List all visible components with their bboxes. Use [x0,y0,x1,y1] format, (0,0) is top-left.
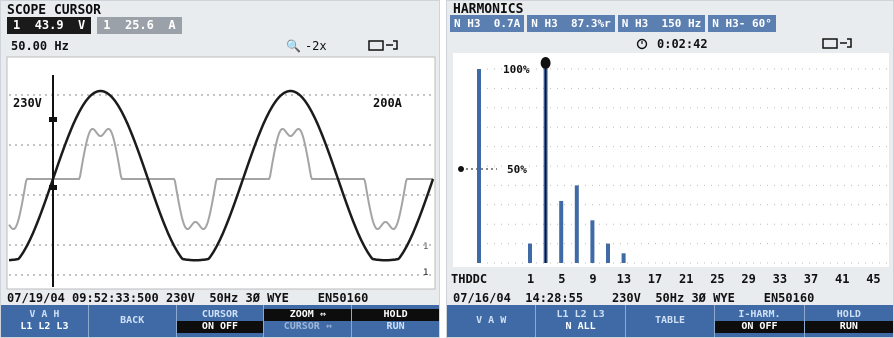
softkey-phase-select[interactable]: V A H L1 L2 L3 [1,305,89,337]
softkey-hold-run[interactable]: HOLD RUN [352,305,439,337]
harmonic-bar-1 [528,243,532,263]
harmonic-bar-THDDC [477,69,481,263]
h3-phase-readout: N H3- 60° [708,15,776,32]
screen-title: HARMONICS [453,2,524,17]
x-tick-label-9: 33 [773,272,787,286]
status-bar: 07/19/04 09:52:33:500 230V 50Hz 3Ø WYE E… [7,291,369,305]
scale-marker [458,166,464,172]
harmonics-chart: 0:02:42 100% 50% THDDC 1 5 9 13 17 21 25 29 33 37 4… [451,37,889,286]
cursor-readout-bar: 1 43.9 V 1 25.6 A [7,17,182,34]
harmonic-bar-13 [621,253,626,263]
x-axis-labels: THDDC15913172125293337414549 [451,272,881,286]
h3-frequency-readout: N H3 150 Hz [617,15,706,32]
softkey-back[interactable]: BACK [89,305,177,337]
x-tick-label-10: 37 [804,272,818,286]
softkey-phase-select[interactable]: L1 L2 L3 N ALL [536,305,626,337]
x-tick-label-3: 9 [589,272,596,286]
softkey-unit-select[interactable]: V A W [447,305,537,337]
voltage-scale-label: 230V [13,96,42,110]
harmonic-readout-bar: N H3 0.7A N H3 87.3%r N H3 150 Hz N H3- … [450,15,776,32]
current-scale-label: 200A [373,96,403,110]
x-tick-label-12: 45 [866,272,880,286]
trace-marker-light: 1 [423,242,428,252]
harmonic-bar-5 [559,200,564,263]
x-tick-label-6: 21 [679,272,693,286]
softkey-i-harm[interactable]: I-HARM. ON OFF [715,305,805,337]
plot-area [6,56,436,290]
y-label-50: 50% [507,163,527,176]
screen-title: SCOPE CURSOR [7,3,101,18]
battery-plug-icon [822,38,852,49]
harmonic-cursor-handle[interactable] [540,57,551,69]
h3-percent-readout: N H3 87.3%r [527,15,615,32]
y-label-100: 100% [503,63,530,76]
softkey-cursor-toggle[interactable]: CURSOR ON OFF [176,305,265,337]
current-readout: 1 25.6 A [97,17,182,34]
harmonic-bar-11 [606,243,610,263]
cursor-marker-mid [49,185,57,190]
x-tick-label-5: 17 [648,272,662,286]
timer-icon [636,38,648,50]
harmonic-cursor[interactable] [540,57,551,263]
softkey-bar: V A H L1 L2 L3 BACK CURSOR ON OFF ZOOM ⇔ CU… [1,305,439,337]
harmonics-screen: HARMONICS N H3 0.7A N H3 87.3%r N H3 150… [446,0,894,338]
current-waveform [8,128,433,230]
x-tick-label-8: 29 [741,272,755,286]
scope-plot: 50.00 Hz 🔍 -2x 230V 200A 1 1 [6,38,436,290]
softkey-table[interactable]: TABLE [626,305,716,337]
voltage-readout: 1 43.9 V [7,17,92,34]
plot-grid [9,94,433,276]
harmonic-bar-9 [590,220,595,263]
zoom-indicator: 🔍 -2x [286,38,327,53]
x-tick-label-0: THDDC [451,272,487,286]
trace-marker-dark: 1 [423,268,428,278]
frequency-label: 50.00 Hz [11,39,69,53]
x-tick-label-11: 41 [835,272,849,286]
cursor-marker-top [49,117,57,122]
softkey-zoom-cursor[interactable]: ZOOM ⇔ CURSOR ⇔ [264,305,353,337]
scope-cursor-screen: SCOPE CURSOR 1 43.9 V 1 25.6 A 50.00 Hz … [0,0,440,338]
battery-plug-icon [368,40,398,51]
x-tick-label-1: 1 [527,272,534,286]
voltage-waveform [9,89,435,262]
x-tick-label-4: 13 [617,272,631,286]
harmonic-bar-7 [574,185,579,263]
magnifier-icon: 🔍 [286,38,301,53]
softkey-bar: V A W L1 L2 L3 N ALL TABLE I-HARM. ON OFF … [447,305,894,337]
x-tick-label-7: 25 [710,272,724,286]
elapsed-time: 0:02:42 [657,37,708,51]
x-tick-label-2: 5 [558,272,565,286]
plot-area [453,53,889,267]
softkey-hold-run[interactable]: HOLD RUN [804,305,894,337]
status-bar: 07/16/04 14:28:55 230V 50Hz 3Ø WYE EN501… [453,291,815,305]
h3-current-readout: N H3 0.7A [450,15,525,32]
